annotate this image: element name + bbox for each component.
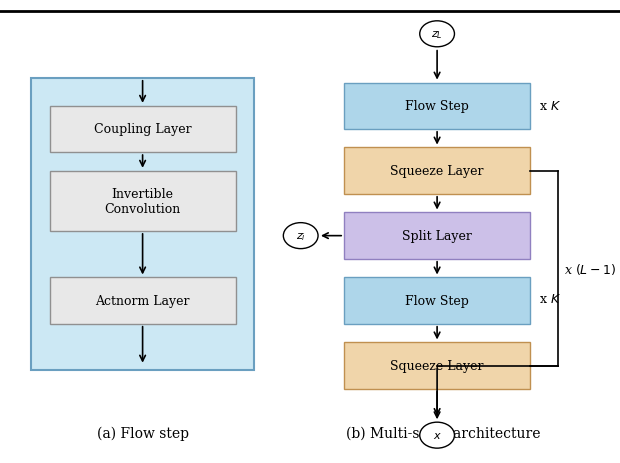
FancyBboxPatch shape bbox=[50, 171, 236, 232]
FancyBboxPatch shape bbox=[344, 343, 530, 389]
Circle shape bbox=[420, 22, 454, 48]
FancyBboxPatch shape bbox=[344, 213, 530, 259]
Text: (b) Multi-scale architecture: (b) Multi-scale architecture bbox=[346, 426, 541, 440]
Text: Coupling Layer: Coupling Layer bbox=[94, 123, 192, 136]
Text: x $(L-1)$: x $(L-1)$ bbox=[564, 261, 616, 276]
Text: Invertible
Convolution: Invertible Convolution bbox=[105, 188, 180, 215]
Text: $z_i$: $z_i$ bbox=[296, 230, 306, 242]
Text: $z_L$: $z_L$ bbox=[432, 29, 443, 41]
Text: Flow Step: Flow Step bbox=[405, 294, 469, 307]
Text: x $K$: x $K$ bbox=[539, 292, 562, 305]
FancyBboxPatch shape bbox=[344, 148, 530, 194]
FancyBboxPatch shape bbox=[50, 106, 236, 153]
Text: $x$: $x$ bbox=[433, 430, 441, 440]
FancyBboxPatch shape bbox=[50, 278, 236, 324]
Text: Squeeze Layer: Squeeze Layer bbox=[391, 165, 484, 178]
Text: Flow Step: Flow Step bbox=[405, 100, 469, 113]
Text: Actnorm Layer: Actnorm Layer bbox=[95, 294, 190, 307]
Text: x $K$: x $K$ bbox=[539, 100, 562, 113]
Text: Squeeze Layer: Squeeze Layer bbox=[391, 359, 484, 372]
FancyBboxPatch shape bbox=[344, 278, 530, 324]
Text: Split Layer: Split Layer bbox=[402, 230, 472, 243]
FancyBboxPatch shape bbox=[344, 83, 530, 130]
Circle shape bbox=[283, 223, 318, 249]
FancyBboxPatch shape bbox=[31, 79, 254, 370]
Circle shape bbox=[420, 422, 454, 448]
Text: (a) Flow step: (a) Flow step bbox=[97, 425, 188, 440]
